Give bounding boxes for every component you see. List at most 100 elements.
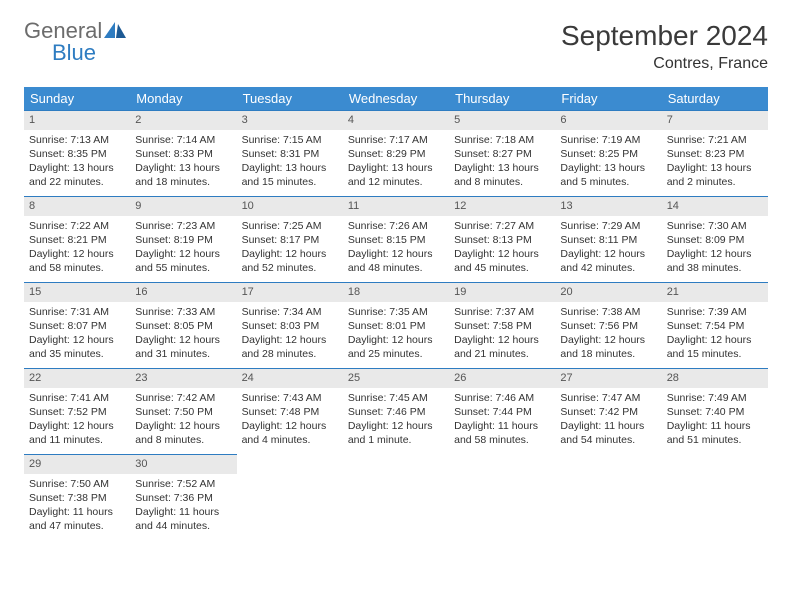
day-number: 26 (449, 369, 555, 388)
day-cell: 19Sunrise: 7:37 AMSunset: 7:58 PMDayligh… (449, 282, 555, 368)
location-text: Contres, France (561, 55, 768, 73)
day-body: Sunrise: 7:47 AMSunset: 7:42 PMDaylight:… (555, 388, 661, 448)
day-number: 11 (343, 197, 449, 216)
day-cell: 2Sunrise: 7:14 AMSunset: 8:33 PMDaylight… (130, 110, 236, 196)
sunrise-text: Sunrise: 7:38 AM (560, 305, 656, 319)
day-body: Sunrise: 7:37 AMSunset: 7:58 PMDaylight:… (449, 302, 555, 362)
logo-general-text: General (24, 20, 102, 42)
calendar-cell (343, 454, 449, 540)
daylight-a-text: Daylight: 12 hours (454, 247, 550, 261)
daylight-a-text: Daylight: 13 hours (135, 161, 231, 175)
sunset-text: Sunset: 7:44 PM (454, 405, 550, 419)
day-number: 22 (24, 369, 130, 388)
daylight-b-text: and 58 minutes. (454, 433, 550, 447)
daylight-a-text: Daylight: 13 hours (454, 161, 550, 175)
day-number: 17 (237, 283, 343, 302)
day-header: Saturday (662, 87, 768, 110)
day-number: 5 (449, 111, 555, 130)
day-cell: 21Sunrise: 7:39 AMSunset: 7:54 PMDayligh… (662, 282, 768, 368)
daylight-a-text: Daylight: 12 hours (454, 333, 550, 347)
sunrise-text: Sunrise: 7:37 AM (454, 305, 550, 319)
daylight-b-text: and 47 minutes. (29, 519, 125, 533)
calendar-week-row: 15Sunrise: 7:31 AMSunset: 8:07 PMDayligh… (24, 282, 768, 368)
daylight-a-text: Daylight: 12 hours (135, 333, 231, 347)
calendar-cell: 11Sunrise: 7:26 AMSunset: 8:15 PMDayligh… (343, 196, 449, 282)
daylight-b-text: and 18 minutes. (560, 347, 656, 361)
sunrise-text: Sunrise: 7:43 AM (242, 391, 338, 405)
sunset-text: Sunset: 8:17 PM (242, 233, 338, 247)
day-cell: 15Sunrise: 7:31 AMSunset: 8:07 PMDayligh… (24, 282, 130, 368)
daylight-a-text: Daylight: 12 hours (667, 333, 763, 347)
day-body: Sunrise: 7:35 AMSunset: 8:01 PMDaylight:… (343, 302, 449, 362)
day-cell: 11Sunrise: 7:26 AMSunset: 8:15 PMDayligh… (343, 196, 449, 282)
sunrise-text: Sunrise: 7:17 AM (348, 133, 444, 147)
day-cell: 8Sunrise: 7:22 AMSunset: 8:21 PMDaylight… (24, 196, 130, 282)
day-cell: 12Sunrise: 7:27 AMSunset: 8:13 PMDayligh… (449, 196, 555, 282)
sunrise-text: Sunrise: 7:50 AM (29, 477, 125, 491)
day-body: Sunrise: 7:30 AMSunset: 8:09 PMDaylight:… (662, 216, 768, 276)
calendar-cell: 26Sunrise: 7:46 AMSunset: 7:44 PMDayligh… (449, 368, 555, 454)
sunset-text: Sunset: 7:56 PM (560, 319, 656, 333)
day-number: 2 (130, 111, 236, 130)
day-cell: 5Sunrise: 7:18 AMSunset: 8:27 PMDaylight… (449, 110, 555, 196)
sunrise-text: Sunrise: 7:46 AM (454, 391, 550, 405)
daylight-a-text: Daylight: 11 hours (560, 419, 656, 433)
daylight-b-text: and 58 minutes. (29, 261, 125, 275)
daylight-b-text: and 48 minutes. (348, 261, 444, 275)
day-cell: 13Sunrise: 7:29 AMSunset: 8:11 PMDayligh… (555, 196, 661, 282)
day-number: 8 (24, 197, 130, 216)
day-number: 4 (343, 111, 449, 130)
day-number: 30 (130, 455, 236, 474)
daylight-b-text: and 25 minutes. (348, 347, 444, 361)
daylight-a-text: Daylight: 12 hours (560, 247, 656, 261)
calendar-body: 1Sunrise: 7:13 AMSunset: 8:35 PMDaylight… (24, 110, 768, 540)
calendar-cell: 17Sunrise: 7:34 AMSunset: 8:03 PMDayligh… (237, 282, 343, 368)
calendar-cell: 22Sunrise: 7:41 AMSunset: 7:52 PMDayligh… (24, 368, 130, 454)
day-body: Sunrise: 7:25 AMSunset: 8:17 PMDaylight:… (237, 216, 343, 276)
daylight-a-text: Daylight: 12 hours (348, 419, 444, 433)
sunrise-text: Sunrise: 7:19 AM (560, 133, 656, 147)
sunrise-text: Sunrise: 7:35 AM (348, 305, 444, 319)
day-cell: 23Sunrise: 7:42 AMSunset: 7:50 PMDayligh… (130, 368, 236, 454)
calendar-cell: 21Sunrise: 7:39 AMSunset: 7:54 PMDayligh… (662, 282, 768, 368)
calendar-cell: 8Sunrise: 7:22 AMSunset: 8:21 PMDaylight… (24, 196, 130, 282)
day-cell: 24Sunrise: 7:43 AMSunset: 7:48 PMDayligh… (237, 368, 343, 454)
sunset-text: Sunset: 8:35 PM (29, 147, 125, 161)
daylight-b-text: and 44 minutes. (135, 519, 231, 533)
calendar-cell: 6Sunrise: 7:19 AMSunset: 8:25 PMDaylight… (555, 110, 661, 196)
sunrise-text: Sunrise: 7:14 AM (135, 133, 231, 147)
daylight-b-text: and 31 minutes. (135, 347, 231, 361)
day-body: Sunrise: 7:22 AMSunset: 8:21 PMDaylight:… (24, 216, 130, 276)
daylight-b-text: and 4 minutes. (242, 433, 338, 447)
sunrise-text: Sunrise: 7:52 AM (135, 477, 231, 491)
day-body: Sunrise: 7:39 AMSunset: 7:54 PMDaylight:… (662, 302, 768, 362)
day-number: 14 (662, 197, 768, 216)
daylight-a-text: Daylight: 12 hours (29, 419, 125, 433)
daylight-b-text: and 18 minutes. (135, 175, 231, 189)
day-cell: 1Sunrise: 7:13 AMSunset: 8:35 PMDaylight… (24, 110, 130, 196)
sunset-text: Sunset: 7:58 PM (454, 319, 550, 333)
daylight-b-text: and 28 minutes. (242, 347, 338, 361)
logo-sail-icon (104, 20, 126, 42)
sunset-text: Sunset: 8:03 PM (242, 319, 338, 333)
day-number: 6 (555, 111, 661, 130)
calendar-cell: 2Sunrise: 7:14 AMSunset: 8:33 PMDaylight… (130, 110, 236, 196)
day-body: Sunrise: 7:14 AMSunset: 8:33 PMDaylight:… (130, 130, 236, 190)
sunrise-text: Sunrise: 7:15 AM (242, 133, 338, 147)
day-number: 13 (555, 197, 661, 216)
day-header: Sunday (24, 87, 130, 110)
calendar-cell: 13Sunrise: 7:29 AMSunset: 8:11 PMDayligh… (555, 196, 661, 282)
day-body: Sunrise: 7:21 AMSunset: 8:23 PMDaylight:… (662, 130, 768, 190)
daylight-a-text: Daylight: 12 hours (348, 333, 444, 347)
daylight-b-text: and 21 minutes. (454, 347, 550, 361)
calendar-cell: 4Sunrise: 7:17 AMSunset: 8:29 PMDaylight… (343, 110, 449, 196)
day-cell: 9Sunrise: 7:23 AMSunset: 8:19 PMDaylight… (130, 196, 236, 282)
sunset-text: Sunset: 8:11 PM (560, 233, 656, 247)
calendar-cell (662, 454, 768, 540)
brand-logo: General Blue (24, 20, 126, 64)
day-number: 21 (662, 283, 768, 302)
day-header: Tuesday (237, 87, 343, 110)
day-number: 10 (237, 197, 343, 216)
daylight-a-text: Daylight: 12 hours (242, 247, 338, 261)
day-cell: 26Sunrise: 7:46 AMSunset: 7:44 PMDayligh… (449, 368, 555, 454)
